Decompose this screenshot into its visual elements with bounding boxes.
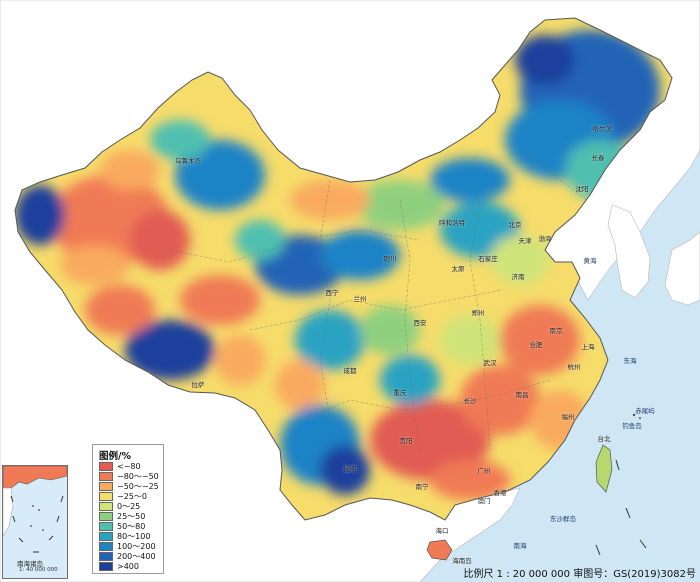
legend-title: 图例/% [99, 451, 131, 462]
city-xian: 西安 [413, 319, 427, 327]
label-bohai: 渤海 [538, 235, 552, 243]
city-chengdu: 成都 [343, 367, 357, 375]
city-shijiazhuang: 石家庄 [478, 255, 498, 263]
legend-item: −80～−50 [99, 472, 159, 481]
city-nanjing: 南京 [549, 327, 563, 335]
boundary-dashes [595, 459, 647, 556]
inset-label: 南海诸岛 [17, 560, 43, 568]
legend-swatch [99, 492, 113, 501]
legend-swatch [99, 562, 113, 571]
hainan-island [426, 539, 453, 561]
city-urumqi: 乌鲁木齐 [175, 157, 201, 165]
city-haikou: 海口 [435, 527, 449, 535]
legend-item: −25～0 [99, 492, 147, 501]
legend-item: 80～100 [99, 532, 150, 541]
legend-item: 200～400 [99, 552, 156, 561]
city-hefei: 合肥 [529, 341, 543, 349]
city-guangzhou: 广州 [477, 467, 491, 475]
city-zhengzhou: 郑州 [471, 309, 485, 317]
city-guiyang: 贵阳 [399, 437, 413, 445]
city-kunming: 昆明 [343, 465, 357, 473]
inset-map [3, 466, 67, 553]
city-lhasa: 拉萨 [191, 381, 205, 389]
japan-islands [664, 231, 700, 306]
city-taipei: 台北 [597, 435, 611, 443]
legend-swatch [99, 512, 113, 521]
legend-swatch [99, 462, 113, 471]
legend-swatch [99, 522, 113, 531]
legend-label: 100～200 [117, 542, 156, 551]
city-tianjin: 天津 [518, 237, 532, 245]
legend-item: 50～80 [99, 522, 145, 531]
legend-swatch [99, 472, 113, 481]
legend-label: 0～25 [117, 502, 141, 511]
hainan-label: 海南岛 [452, 557, 472, 565]
legend-item: 0～25 [99, 502, 140, 511]
east-sea-islands [632, 413, 641, 419]
legend-label: 80～100 [117, 532, 151, 541]
city-beijing: 北京 [508, 221, 522, 229]
legend-swatch [99, 552, 113, 561]
city-yinchuan: 银川 [383, 255, 397, 263]
city-shanghai: 上海 [581, 343, 595, 351]
city-hohhot: 呼和浩特 [439, 219, 465, 227]
south-china-sea-inset: 南海诸岛 1: 40 000 000 [2, 465, 68, 579]
city-nanchang: 南昌 [515, 391, 529, 399]
city-fuzhou: 福州 [561, 413, 575, 421]
label-chiwei: 赤尾屿 [635, 407, 655, 415]
legend-label: 25～50 [117, 512, 146, 521]
city-changchun: 长春 [591, 154, 605, 162]
korea-peninsula [607, 204, 651, 299]
legend-swatch [99, 482, 113, 491]
taiwan-island [595, 444, 613, 493]
city-hongkong: 香港 [493, 489, 507, 497]
legend-label: 200～400 [117, 552, 156, 561]
legend-swatch [99, 532, 113, 541]
label-south-china-sea: 南海 [513, 542, 527, 550]
inset-mainland [3, 466, 67, 489]
label-dongsha: 东沙群岛 [550, 515, 576, 523]
legend-label: <−80 [117, 462, 141, 471]
city-wuhan: 武汉 [483, 359, 497, 367]
legend-item: 25～50 [99, 512, 145, 521]
inset-dashes [10, 495, 64, 553]
city-nanning: 南宁 [415, 483, 429, 491]
label-east-china-sea: 东海 [623, 357, 637, 365]
city-macau: 澳门 [477, 497, 491, 505]
legend-label: −80～−50 [117, 472, 159, 481]
city-harbin: 哈尔滨 [592, 125, 612, 133]
city-lanzhou: 兰州 [353, 295, 367, 303]
city-changsha: 长沙 [463, 397, 477, 405]
legend-label: −50～−25 [117, 482, 159, 491]
inset-neighbor-land [3, 487, 14, 537]
city-jinan: 济南 [511, 273, 525, 281]
city-chongqing: 重庆 [393, 389, 407, 397]
label-diaoyu: 钓鱼岛 [622, 422, 642, 430]
legend-label: −25～0 [117, 492, 147, 501]
map-legend: 图例/% <−80 −80～−50 −50～−25 −25～0 0～25 25～50 50～… [92, 444, 164, 574]
legend-item: 100～200 [99, 542, 156, 551]
legend-item: >400 [99, 562, 139, 571]
legend-swatch [99, 502, 113, 511]
legend-label: 50～80 [117, 522, 146, 531]
inset-scale: 1: 40 000 000 [19, 567, 58, 573]
label-yellow-sea: 黄海 [583, 257, 597, 265]
city-taiyuan: 太原 [451, 265, 465, 273]
city-shenyang: 沈阳 [575, 185, 589, 193]
legend-item: −50～−25 [99, 482, 159, 491]
inset-islands [30, 505, 44, 531]
legend-swatch [99, 542, 113, 551]
legend-item: <−80 [99, 462, 141, 471]
city-xining: 西宁 [325, 289, 339, 297]
map-footer: 比例尺 1 : 20 000 000 审图号：GS(2019)3082号 [463, 569, 697, 580]
legend-label: >400 [117, 562, 139, 571]
city-hangzhou: 杭州 [567, 363, 581, 371]
